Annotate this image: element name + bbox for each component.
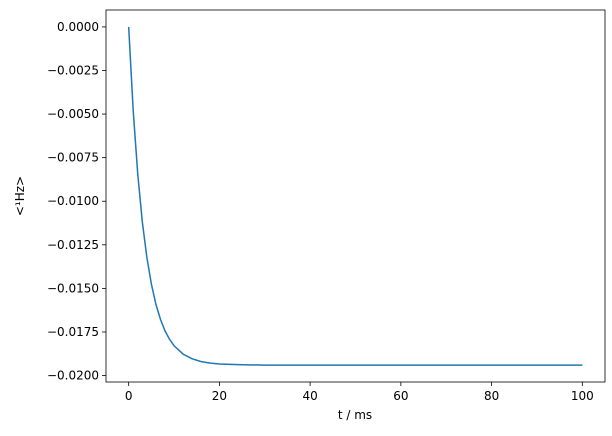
x-tick-label: 40 <box>302 389 317 403</box>
x-tick-label: 20 <box>212 389 227 403</box>
y-tick-label: −0.0025 <box>47 63 99 77</box>
x-tick-label: 60 <box>393 389 408 403</box>
y-tick-label: −0.0125 <box>47 238 99 252</box>
x-axis-label: t / ms <box>338 408 372 422</box>
y-tick-label: −0.0200 <box>47 369 99 383</box>
x-tick-label: 0 <box>125 389 133 403</box>
y-tick-label: −0.0075 <box>47 151 99 165</box>
data-line <box>127 26 583 366</box>
y-tick-label: 0.0000 <box>57 20 99 34</box>
y-tick-label: −0.0050 <box>47 107 99 121</box>
y-axis-label: <¹Hz> <box>13 176 27 216</box>
y-tick-label: −0.0150 <box>47 281 99 295</box>
plot-frame <box>105 9 606 383</box>
x-tick-label: 80 <box>484 389 499 403</box>
y-tick-label: −0.0175 <box>47 325 99 339</box>
y-tick-label: −0.0100 <box>47 194 99 208</box>
x-tick-label: 100 <box>571 389 594 403</box>
